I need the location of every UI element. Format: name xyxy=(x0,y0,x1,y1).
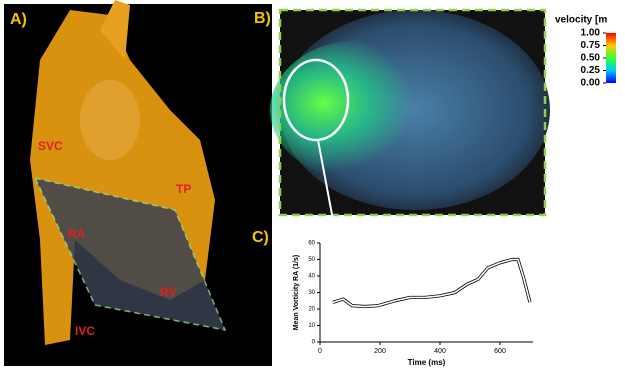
anatomy-label: SVC xyxy=(38,139,63,153)
anatomy-label: RA xyxy=(68,227,86,241)
x-axis-label: Time (ms) xyxy=(408,358,446,367)
x-tick-label: 600 xyxy=(494,348,506,355)
arrow-head xyxy=(328,218,338,228)
y-axis-label: Mean Vorticity RA (1/s) xyxy=(293,255,300,330)
x-tick-label: 200 xyxy=(374,348,386,355)
x-tick-label: 400 xyxy=(434,348,446,355)
panel-label: B) xyxy=(254,10,271,27)
colorbar xyxy=(606,33,616,83)
colorbar-tick-label: 0.25 xyxy=(581,65,601,76)
figure: A) SVC TP RA RV IVC B) velocity [m C) 1.… xyxy=(0,0,625,370)
y-tick-label: 60 xyxy=(308,241,315,247)
y-tick-label: 50 xyxy=(308,257,315,263)
y-tick-label: 30 xyxy=(308,290,315,296)
panel-label: A) xyxy=(10,11,27,28)
anatomy-label: IVC xyxy=(75,324,95,338)
colorbar-title: velocity [m xyxy=(555,15,607,26)
anatomy-label: TP xyxy=(176,182,191,196)
colorbar-tick-label: 1.00 xyxy=(581,28,601,39)
y-tick-label: 40 xyxy=(308,274,315,280)
colorbar-tick-label: 0.50 xyxy=(581,53,601,64)
anatomy-label: RV xyxy=(160,285,176,299)
x-tick-label: 0 xyxy=(318,348,322,355)
y-tick-label: 0 xyxy=(312,340,316,346)
y-tick-label: 20 xyxy=(308,307,315,313)
line-backdrop xyxy=(321,243,533,341)
colorbar-tick-label: 0.75 xyxy=(581,40,601,51)
colorbar-tick-label: 0.00 xyxy=(581,78,601,89)
panel-label: C) xyxy=(252,229,269,246)
y-tick-label: 10 xyxy=(308,323,315,329)
flow-overlay xyxy=(270,40,450,180)
